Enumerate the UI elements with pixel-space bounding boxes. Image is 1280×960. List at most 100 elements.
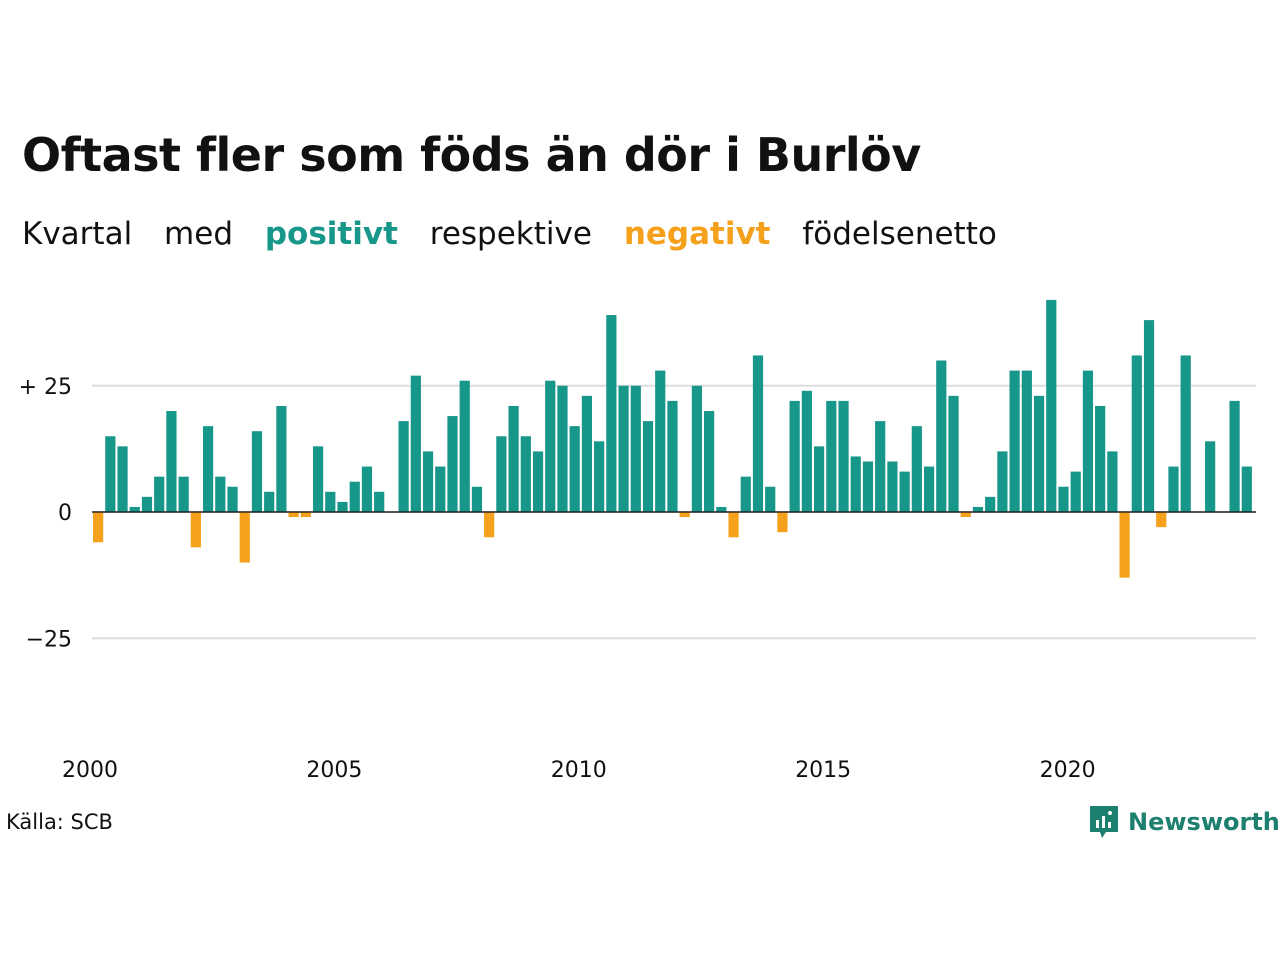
bar <box>618 385 629 512</box>
bar <box>1070 471 1081 512</box>
bar <box>484 512 495 538</box>
bar <box>520 436 531 512</box>
brand-name: Newsworthy <box>1128 808 1280 836</box>
bar <box>202 426 214 512</box>
bar <box>887 461 898 512</box>
bar <box>1180 355 1191 512</box>
bar <box>875 421 886 512</box>
chart-title: Oftast fler som föds än dör i Burlöv <box>22 128 921 182</box>
bar <box>716 506 727 512</box>
bar <box>642 421 654 512</box>
bar <box>361 466 373 512</box>
bar <box>325 491 336 512</box>
y-tick-label: + 25 <box>19 375 72 400</box>
bar <box>936 360 947 512</box>
subtitle-word-med: med <box>164 216 233 252</box>
bar <box>1058 486 1069 512</box>
x-tick-label: 2000 <box>62 758 118 783</box>
bar <box>948 395 959 512</box>
bar <box>1168 466 1179 512</box>
bar <box>178 476 189 512</box>
bar <box>1107 451 1118 512</box>
bar <box>422 451 434 512</box>
bar <box>1143 320 1155 512</box>
bar <box>899 471 910 512</box>
bar <box>862 461 874 512</box>
bar <box>276 405 287 512</box>
bar <box>704 411 715 512</box>
brand-logo: Newsworthy <box>1088 804 1280 840</box>
bar <box>312 446 324 512</box>
bar <box>1119 512 1130 578</box>
bar <box>349 481 360 512</box>
x-tick-label: 2020 <box>1040 758 1096 783</box>
bar <box>1156 512 1167 528</box>
bar <box>1241 466 1252 512</box>
y-tick-label: −25 <box>26 627 72 652</box>
bar <box>960 512 971 518</box>
bar <box>997 451 1008 512</box>
source-note: Källa: SCB <box>6 810 113 834</box>
bar <box>1009 370 1020 512</box>
bar <box>594 441 605 512</box>
bar <box>398 421 409 512</box>
bar <box>752 355 764 512</box>
bar <box>166 411 177 512</box>
bar <box>606 315 617 512</box>
subtitle-word-fodelsenetto: födelsenetto <box>802 216 997 252</box>
bar <box>1021 370 1032 512</box>
bar <box>630 385 641 512</box>
bar <box>826 400 837 512</box>
bar <box>1082 370 1094 512</box>
bar-chart: + 25 0 −25 2000 2005 2010 2015 2020 <box>19 299 1256 783</box>
bar <box>740 476 751 512</box>
bar <box>1229 400 1240 512</box>
bar <box>1205 441 1216 512</box>
bar <box>679 512 690 518</box>
subtitle-negative-label: negativt <box>623 216 771 252</box>
bar <box>105 436 116 512</box>
bar <box>496 436 507 512</box>
subtitle-word-respektive: respektive <box>429 216 592 252</box>
y-tick-label: 0 <box>58 501 72 526</box>
bar <box>667 400 678 512</box>
bar <box>972 506 984 512</box>
bar <box>545 380 556 512</box>
axes: + 25 0 −25 2000 2005 2010 2015 2020 <box>19 375 1256 783</box>
subtitle-word-kvartal: Kvartal <box>22 216 133 252</box>
bars <box>93 299 1252 578</box>
bar <box>374 491 385 512</box>
bar <box>1046 299 1057 512</box>
newsworthy-logo-icon <box>1090 806 1118 838</box>
bar <box>215 476 226 512</box>
bar <box>190 512 201 548</box>
bar <box>508 405 519 512</box>
bar <box>129 506 140 512</box>
x-tick-label: 2015 <box>795 758 851 783</box>
bar <box>447 416 458 512</box>
bar <box>435 466 446 512</box>
bar <box>264 491 275 512</box>
bar <box>239 512 250 563</box>
bar <box>838 400 849 512</box>
bar <box>532 451 544 512</box>
bar <box>300 512 311 518</box>
bar <box>1033 395 1045 512</box>
bar <box>777 512 788 533</box>
bar <box>337 501 348 512</box>
bar <box>581 395 593 512</box>
bar <box>1095 405 1106 512</box>
subtitle-positive-label: positivt <box>264 216 398 252</box>
x-tick-label: 2005 <box>306 758 362 783</box>
bar <box>117 446 128 512</box>
bar <box>728 512 739 538</box>
bar <box>1131 355 1142 512</box>
bar <box>813 446 825 512</box>
bar <box>765 486 776 512</box>
bar <box>227 486 238 512</box>
bar <box>923 466 935 512</box>
bar <box>288 512 299 518</box>
bar <box>569 426 580 512</box>
bar <box>801 390 812 512</box>
bar <box>691 385 702 512</box>
